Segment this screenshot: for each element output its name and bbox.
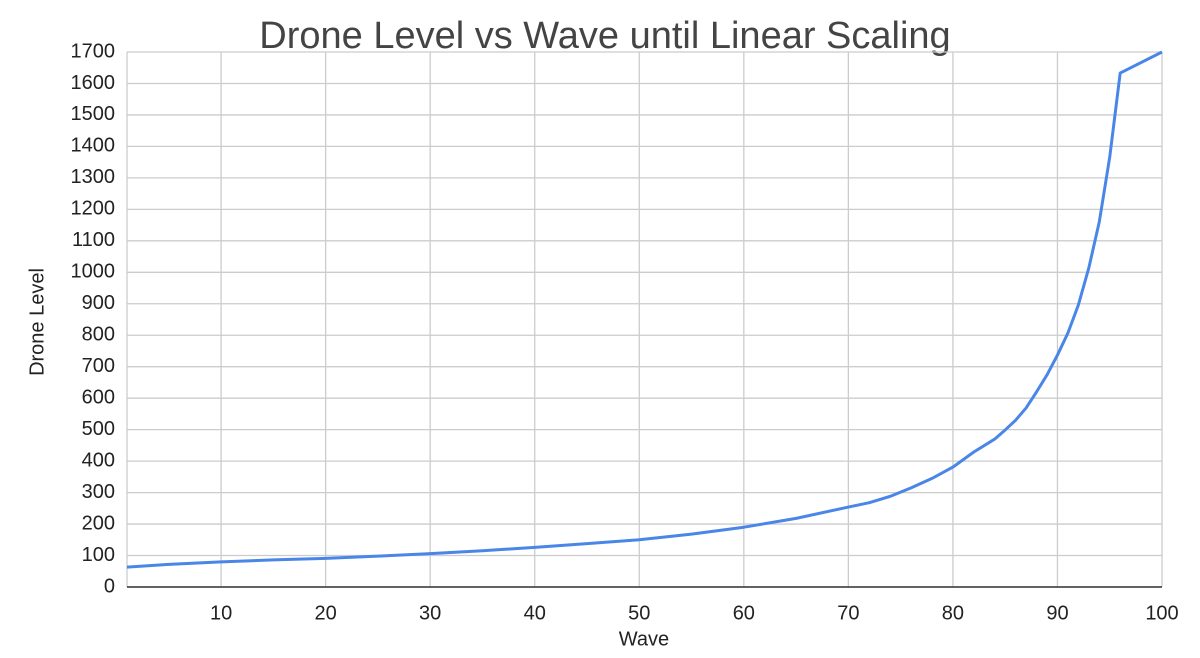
data-line <box>126 50 1163 569</box>
y-tick-label: 1700 <box>71 40 116 62</box>
y-tick-label: 700 <box>82 355 115 377</box>
y-tick-label: 1600 <box>71 72 116 94</box>
x-tick-label: 100 <box>1145 602 1178 624</box>
x-tick-label: 30 <box>419 602 441 624</box>
y-tick-label: 300 <box>82 481 115 503</box>
y-tick-label: 900 <box>82 292 115 314</box>
x-tick-label: 10 <box>210 602 232 624</box>
y-tick-label: 1200 <box>71 198 116 220</box>
y-tick-label: 1500 <box>71 103 116 125</box>
y-tick-label: 200 <box>82 512 115 534</box>
y-tick-label: 1300 <box>71 166 116 188</box>
y-tick-label: 800 <box>82 324 115 346</box>
y-tick-label: 600 <box>82 386 115 408</box>
x-tick-label: 70 <box>837 602 859 624</box>
x-tick-label: 50 <box>628 602 650 624</box>
y-tick-label: 1100 <box>72 229 115 251</box>
y-axis-label: Drone Level <box>26 268 48 376</box>
y-tick-label: 500 <box>82 418 115 440</box>
y-tick-label: 0 <box>104 575 115 597</box>
x-tick-label: 20 <box>315 602 337 624</box>
x-tick-label: 60 <box>733 602 755 624</box>
x-tick-label: 90 <box>1046 602 1068 624</box>
chart-title: Drone Level vs Wave until Linear Scaling <box>259 15 950 57</box>
y-tick-label: 400 <box>82 449 115 471</box>
x-axis-label: Wave <box>619 628 669 650</box>
y-tick-label: 100 <box>82 544 115 566</box>
y-tick-label: 1000 <box>71 261 116 283</box>
y-tick-label: 1400 <box>71 135 116 157</box>
x-tick-label: 40 <box>524 602 546 624</box>
x-tick-label: 80 <box>942 602 964 624</box>
